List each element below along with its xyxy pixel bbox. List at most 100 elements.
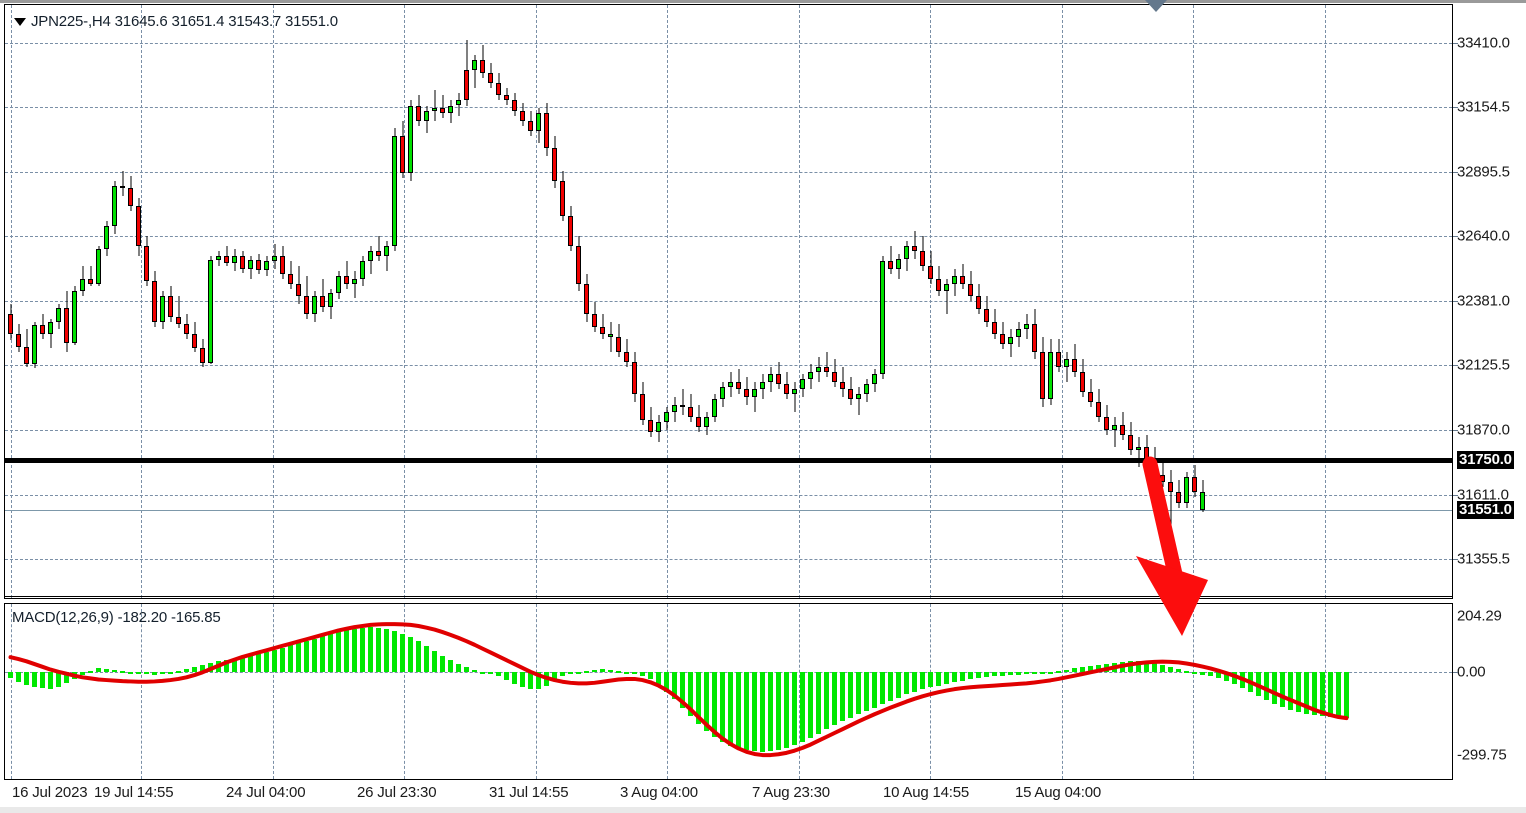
candlestick[interactable] [368, 5, 373, 598]
candlestick[interactable] [600, 5, 605, 598]
candlestick[interactable] [936, 5, 941, 598]
candlestick[interactable] [424, 5, 429, 598]
candlestick[interactable] [576, 5, 581, 598]
candlestick[interactable] [1136, 5, 1141, 598]
candlestick[interactable] [560, 5, 565, 598]
candlestick[interactable] [856, 5, 861, 598]
candlestick[interactable] [1048, 5, 1053, 598]
candlestick[interactable] [80, 5, 85, 598]
price-chart-panel[interactable]: JPN225-,H4 31645.6 31651.4 31543.7 31551… [4, 4, 1453, 599]
candlestick[interactable] [1128, 5, 1133, 598]
candlestick[interactable] [712, 5, 717, 598]
candlestick[interactable] [768, 5, 773, 598]
candlestick[interactable] [1104, 5, 1109, 598]
candlestick[interactable] [96, 5, 101, 598]
candlestick[interactable] [208, 5, 213, 598]
candlestick[interactable] [512, 5, 517, 598]
candlestick[interactable] [240, 5, 245, 598]
candlestick[interactable] [72, 5, 77, 598]
price-y-axis[interactable]: 33410.0 33154.5 32895.5 32640.0 32381.0 32125… [1453, 4, 1526, 599]
candlestick[interactable] [1112, 5, 1117, 598]
macd-y-axis[interactable]: 204.29 0.00 -299.75 [1453, 603, 1526, 780]
candlestick[interactable] [904, 5, 909, 598]
candlestick[interactable] [432, 5, 437, 598]
candlestick[interactable] [584, 5, 589, 598]
candlestick[interactable] [1096, 5, 1101, 598]
candlestick[interactable] [1032, 5, 1037, 598]
candlestick[interactable] [1160, 5, 1165, 598]
candlestick[interactable] [16, 5, 21, 598]
candlestick[interactable] [752, 5, 757, 598]
candlestick[interactable] [888, 5, 893, 598]
candlestick[interactable] [728, 5, 733, 598]
candlestick[interactable] [392, 5, 397, 598]
candlestick[interactable] [880, 5, 885, 598]
candlestick[interactable] [1200, 5, 1205, 598]
candlestick[interactable] [184, 5, 189, 598]
candlestick[interactable] [480, 5, 485, 598]
candlestick[interactable] [944, 5, 949, 598]
candlestick[interactable] [336, 5, 341, 598]
candlestick[interactable] [1176, 5, 1181, 598]
triangle-down-icon[interactable] [1145, 0, 1167, 12]
candlestick[interactable] [48, 5, 53, 598]
candlestick[interactable] [872, 5, 877, 598]
candlestick[interactable] [1072, 5, 1077, 598]
caret-down-icon[interactable] [14, 18, 26, 26]
candlestick[interactable] [632, 5, 637, 598]
candlestick[interactable] [552, 5, 557, 598]
candlestick[interactable] [296, 5, 301, 598]
candlestick[interactable] [736, 5, 741, 598]
candlestick[interactable] [448, 5, 453, 598]
candlestick[interactable] [376, 5, 381, 598]
candlestick[interactable] [464, 5, 469, 598]
candlestick[interactable] [304, 5, 309, 598]
candlestick[interactable] [672, 5, 677, 598]
current-price-line[interactable] [5, 509, 1452, 511]
candlestick[interactable] [848, 5, 853, 598]
candlestick[interactable] [168, 5, 173, 598]
candlestick[interactable] [352, 5, 357, 598]
candlestick[interactable] [176, 5, 181, 598]
candlestick[interactable] [280, 5, 285, 598]
candlestick[interactable] [456, 5, 461, 598]
candlestick[interactable] [256, 5, 261, 598]
candlestick[interactable] [1080, 5, 1085, 598]
candlestick[interactable] [1184, 5, 1189, 598]
candlestick[interactable] [1000, 5, 1005, 598]
candlestick[interactable] [64, 5, 69, 598]
candlestick[interactable] [216, 5, 221, 598]
candlestick[interactable] [1120, 5, 1125, 598]
candlestick[interactable] [88, 5, 93, 598]
candlestick[interactable] [640, 5, 645, 598]
price-level-badge[interactable]: 31551.0 [1457, 500, 1514, 519]
candlestick[interactable] [536, 5, 541, 598]
candlestick[interactable] [608, 5, 613, 598]
candlestick[interactable] [1152, 5, 1157, 598]
candlestick[interactable] [1168, 5, 1173, 598]
candlestick[interactable] [1144, 5, 1149, 598]
candlestick[interactable] [952, 5, 957, 598]
candlestick[interactable] [232, 5, 237, 598]
candlestick[interactable] [24, 5, 29, 598]
candlestick[interactable] [864, 5, 869, 598]
candlestick[interactable] [472, 5, 477, 598]
candlestick[interactable] [1192, 5, 1197, 598]
candlestick[interactable] [440, 5, 445, 598]
candlestick[interactable] [248, 5, 253, 598]
candlestick[interactable] [544, 5, 549, 598]
candlestick[interactable] [384, 5, 389, 598]
candlestick[interactable] [808, 5, 813, 598]
candlestick[interactable] [104, 5, 109, 598]
candlestick[interactable] [968, 5, 973, 598]
candlestick[interactable] [784, 5, 789, 598]
candlestick[interactable] [112, 5, 117, 598]
panel-bottom-line[interactable] [5, 596, 1452, 598]
candlestick[interactable] [1064, 5, 1069, 598]
candlestick[interactable] [408, 5, 413, 598]
candlestick[interactable] [520, 5, 525, 598]
candlestick[interactable] [960, 5, 965, 598]
candlestick[interactable] [776, 5, 781, 598]
candlestick[interactable] [144, 5, 149, 598]
candlestick[interactable] [528, 5, 533, 598]
